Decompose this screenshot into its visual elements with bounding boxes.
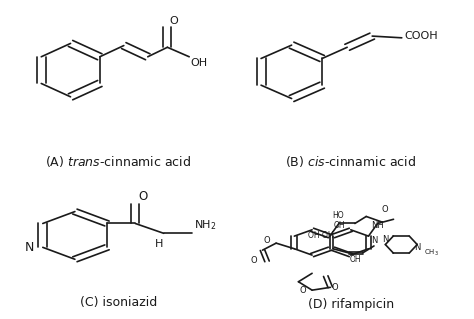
Text: OH: OH — [349, 255, 361, 264]
Text: CH$_3$: CH$_3$ — [424, 247, 439, 257]
Text: O: O — [264, 236, 270, 245]
Text: (D) rifampicin: (D) rifampicin — [308, 298, 394, 311]
Text: OH: OH — [334, 221, 345, 230]
Text: NH: NH — [371, 221, 384, 230]
Text: (A) $\it{trans}$-cinnamic acid: (A) $\it{trans}$-cinnamic acid — [46, 154, 191, 169]
Text: NH$_2$: NH$_2$ — [194, 218, 217, 232]
Text: OH OH: OH OH — [309, 231, 334, 240]
Text: N: N — [25, 241, 35, 254]
Text: O: O — [170, 16, 178, 26]
Text: (C) isoniazid: (C) isoniazid — [80, 296, 157, 309]
Text: OH: OH — [190, 58, 208, 69]
Text: N: N — [382, 235, 389, 244]
Text: O: O — [331, 283, 338, 292]
Text: O: O — [138, 190, 148, 203]
Text: H: H — [155, 239, 164, 249]
Text: O: O — [381, 205, 388, 214]
Text: N: N — [371, 236, 377, 245]
Text: N: N — [414, 243, 420, 252]
Text: O: O — [300, 286, 306, 295]
Text: (B) $\it{cis}$-cinnamic acid: (B) $\it{cis}$-cinnamic acid — [285, 154, 416, 169]
Text: COOH: COOH — [404, 31, 438, 41]
Text: HO: HO — [332, 211, 344, 220]
Text: O: O — [250, 256, 257, 265]
